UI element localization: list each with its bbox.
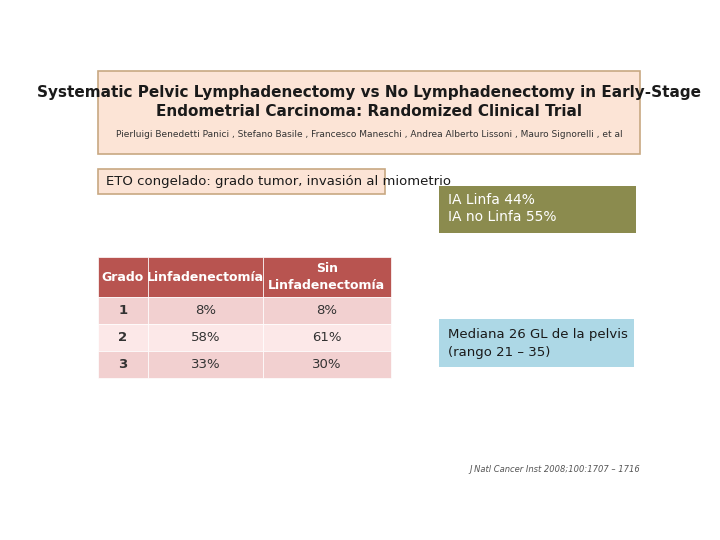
Text: IA Linfa 44%: IA Linfa 44%: [448, 193, 535, 207]
Text: (rango 21 – 35): (rango 21 – 35): [448, 346, 550, 359]
Text: 3: 3: [118, 358, 127, 371]
FancyBboxPatch shape: [98, 298, 148, 325]
Text: 8%: 8%: [195, 305, 216, 318]
FancyBboxPatch shape: [98, 168, 384, 194]
Text: 33%: 33%: [191, 358, 220, 371]
Text: Systematic Pelvic Lymphadenectomy vs No Lymphadenectomy in Early-Stage: Systematic Pelvic Lymphadenectomy vs No …: [37, 85, 701, 100]
FancyBboxPatch shape: [148, 257, 263, 298]
FancyBboxPatch shape: [98, 351, 148, 378]
FancyBboxPatch shape: [263, 325, 391, 351]
FancyBboxPatch shape: [148, 325, 263, 351]
FancyBboxPatch shape: [98, 71, 640, 154]
Text: Linfadenectomía: Linfadenectomía: [147, 271, 264, 284]
FancyBboxPatch shape: [263, 298, 391, 325]
FancyBboxPatch shape: [438, 186, 636, 233]
FancyBboxPatch shape: [98, 257, 148, 298]
Text: 61%: 61%: [312, 331, 341, 345]
Text: 8%: 8%: [316, 305, 337, 318]
Text: Endometrial Carcinoma: Randomized Clinical Trial: Endometrial Carcinoma: Randomized Clinic…: [156, 104, 582, 118]
Text: 58%: 58%: [191, 331, 220, 345]
Text: 1: 1: [118, 305, 127, 318]
Text: Sin
Linfadenectomía: Sin Linfadenectomía: [269, 262, 385, 292]
FancyBboxPatch shape: [98, 325, 148, 351]
Text: J Natl Cancer Inst 2008;100:1707 – 1716: J Natl Cancer Inst 2008;100:1707 – 1716: [469, 465, 640, 475]
FancyBboxPatch shape: [148, 298, 263, 325]
FancyBboxPatch shape: [148, 351, 263, 378]
FancyBboxPatch shape: [438, 319, 634, 367]
Text: 2: 2: [118, 331, 127, 345]
Text: Grado: Grado: [102, 271, 144, 284]
FancyBboxPatch shape: [263, 257, 391, 298]
Text: ETO congelado: grado tumor, invasión al miometrio: ETO congelado: grado tumor, invasión al …: [106, 175, 451, 188]
Text: Mediana 26 GL de la pelvis: Mediana 26 GL de la pelvis: [448, 328, 628, 341]
Text: Pierluigi Benedetti Panici , Stefano Basile , Francesco Maneschi , Andrea Albert: Pierluigi Benedetti Panici , Stefano Bas…: [116, 130, 622, 139]
Text: IA no Linfa 55%: IA no Linfa 55%: [448, 210, 557, 224]
Text: 30%: 30%: [312, 358, 341, 371]
FancyBboxPatch shape: [263, 351, 391, 378]
